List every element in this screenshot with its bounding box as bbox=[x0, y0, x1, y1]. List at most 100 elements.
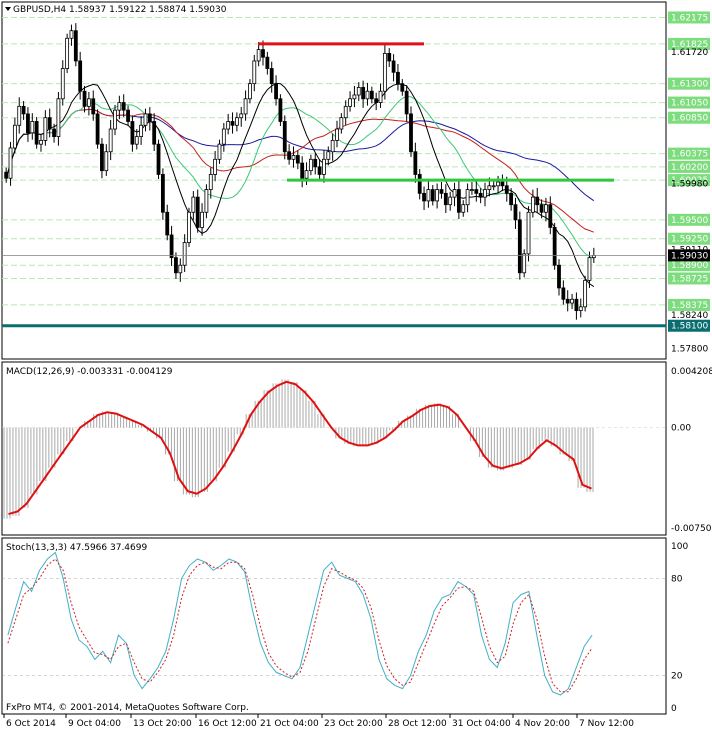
candle-body bbox=[500, 181, 505, 187]
main-header: GBPUSD,H4 1.58937 1.59122 1.58874 1.5903… bbox=[5, 5, 227, 15]
low-level-tag bbox=[668, 319, 710, 332]
level-tag bbox=[668, 111, 710, 124]
level-tag bbox=[668, 298, 710, 311]
stoch-pane[interactable] bbox=[1, 537, 667, 715]
candle-body bbox=[39, 139, 43, 145]
level-tag bbox=[668, 96, 710, 109]
candle-body bbox=[248, 83, 252, 100]
candle-body bbox=[548, 204, 553, 228]
candle-body bbox=[226, 121, 231, 130]
candle-body bbox=[139, 124, 144, 138]
stoch-axis-label: 100 bbox=[671, 542, 688, 552]
level-tag-label: 1.61825 bbox=[671, 40, 708, 50]
stochastic-indicator bbox=[2, 551, 666, 696]
candle-body bbox=[396, 71, 400, 85]
horizontal-levels[interactable] bbox=[2, 42, 666, 328]
candle-body bbox=[21, 105, 26, 115]
candle-body bbox=[578, 306, 583, 312]
ma-mid-line bbox=[5, 108, 594, 233]
candle-body bbox=[191, 196, 196, 213]
candle-body bbox=[565, 298, 570, 304]
candle-body bbox=[4, 171, 9, 179]
candle-body bbox=[361, 87, 366, 100]
candle-body bbox=[496, 181, 500, 187]
candle-body bbox=[195, 196, 200, 228]
candle-body bbox=[570, 298, 574, 304]
candle-body bbox=[587, 257, 592, 281]
candle-body bbox=[513, 204, 518, 221]
stoch-axis-label: 20 bbox=[671, 672, 683, 682]
stoch-axis-label: 80 bbox=[671, 574, 683, 584]
candle-body bbox=[448, 196, 453, 206]
level-tag-label: 1.58900 bbox=[671, 261, 708, 271]
candle-body bbox=[126, 109, 130, 122]
macd-axis-label: 0.00 bbox=[671, 424, 691, 434]
level-tag-label: 1.58725 bbox=[671, 274, 708, 284]
candle-body bbox=[356, 87, 361, 96]
candle-body bbox=[165, 211, 170, 236]
level-tag-label: 1.61300 bbox=[671, 80, 708, 90]
level-tag bbox=[668, 259, 710, 272]
level-tag-label: 1.60025 bbox=[671, 176, 708, 186]
level-tag-label: 1.58375 bbox=[671, 301, 708, 311]
candle-body bbox=[152, 121, 157, 145]
time-axis-label: 7 Nov 12:00 bbox=[579, 719, 634, 729]
level-tag bbox=[668, 174, 710, 187]
candle-body bbox=[491, 185, 496, 188]
candle-body bbox=[17, 105, 22, 126]
candle-body bbox=[526, 211, 531, 255]
time-axis-label: 31 Oct 04:00 bbox=[452, 719, 511, 729]
candle-body bbox=[230, 121, 235, 126]
candle-body bbox=[213, 158, 218, 175]
candle-body bbox=[86, 98, 91, 107]
candle-body bbox=[369, 90, 374, 100]
candle-body bbox=[60, 68, 65, 100]
candle-body bbox=[104, 151, 109, 172]
candle-body bbox=[483, 189, 487, 198]
candle-body bbox=[278, 98, 283, 122]
candle-body bbox=[574, 298, 579, 312]
candle-body bbox=[52, 128, 56, 138]
candle-body bbox=[413, 151, 418, 175]
candle-body bbox=[426, 189, 431, 202]
level-tag bbox=[668, 77, 710, 90]
candle-body bbox=[295, 155, 300, 164]
price-axis-label: 1.57800 bbox=[671, 344, 708, 354]
candle-body bbox=[91, 98, 96, 115]
candle-body bbox=[65, 37, 70, 69]
candle-body bbox=[339, 117, 344, 130]
level-tag bbox=[668, 11, 710, 24]
level-tag bbox=[668, 147, 710, 160]
candle-body bbox=[187, 211, 191, 243]
candle-body bbox=[517, 219, 522, 274]
candle-body bbox=[313, 158, 318, 168]
candle-body bbox=[269, 68, 274, 85]
macd-pane[interactable] bbox=[1, 361, 667, 536]
candle-body bbox=[82, 90, 87, 107]
candle-body bbox=[391, 60, 396, 73]
candle-body bbox=[452, 189, 457, 198]
candle-body bbox=[113, 109, 117, 130]
candlesticks bbox=[4, 23, 596, 320]
current-price-tag bbox=[668, 249, 710, 262]
copyright-text: FxPro MT4, © 2001-2014, MetaQuotes Softw… bbox=[6, 703, 249, 713]
level-tag-label: 1.59500 bbox=[671, 216, 708, 226]
dropdown-arrow-icon[interactable] bbox=[5, 7, 11, 11]
candle-body bbox=[561, 287, 566, 300]
candle-body bbox=[73, 30, 78, 62]
level-tag-label: 1.59250 bbox=[671, 235, 708, 245]
stoch-main-line bbox=[7, 551, 593, 696]
candle-body bbox=[221, 128, 226, 145]
level-tag bbox=[668, 213, 710, 226]
candle-body bbox=[352, 94, 357, 100]
candle-body bbox=[335, 128, 339, 141]
candle-body bbox=[409, 113, 413, 153]
price-axis-label: 1.59980 bbox=[671, 180, 708, 190]
candle-body bbox=[487, 185, 492, 190]
candle-body bbox=[95, 113, 100, 145]
candle-body bbox=[174, 257, 178, 274]
candle-body bbox=[178, 264, 183, 274]
candle-body bbox=[287, 151, 292, 160]
candle-body bbox=[308, 158, 313, 172]
